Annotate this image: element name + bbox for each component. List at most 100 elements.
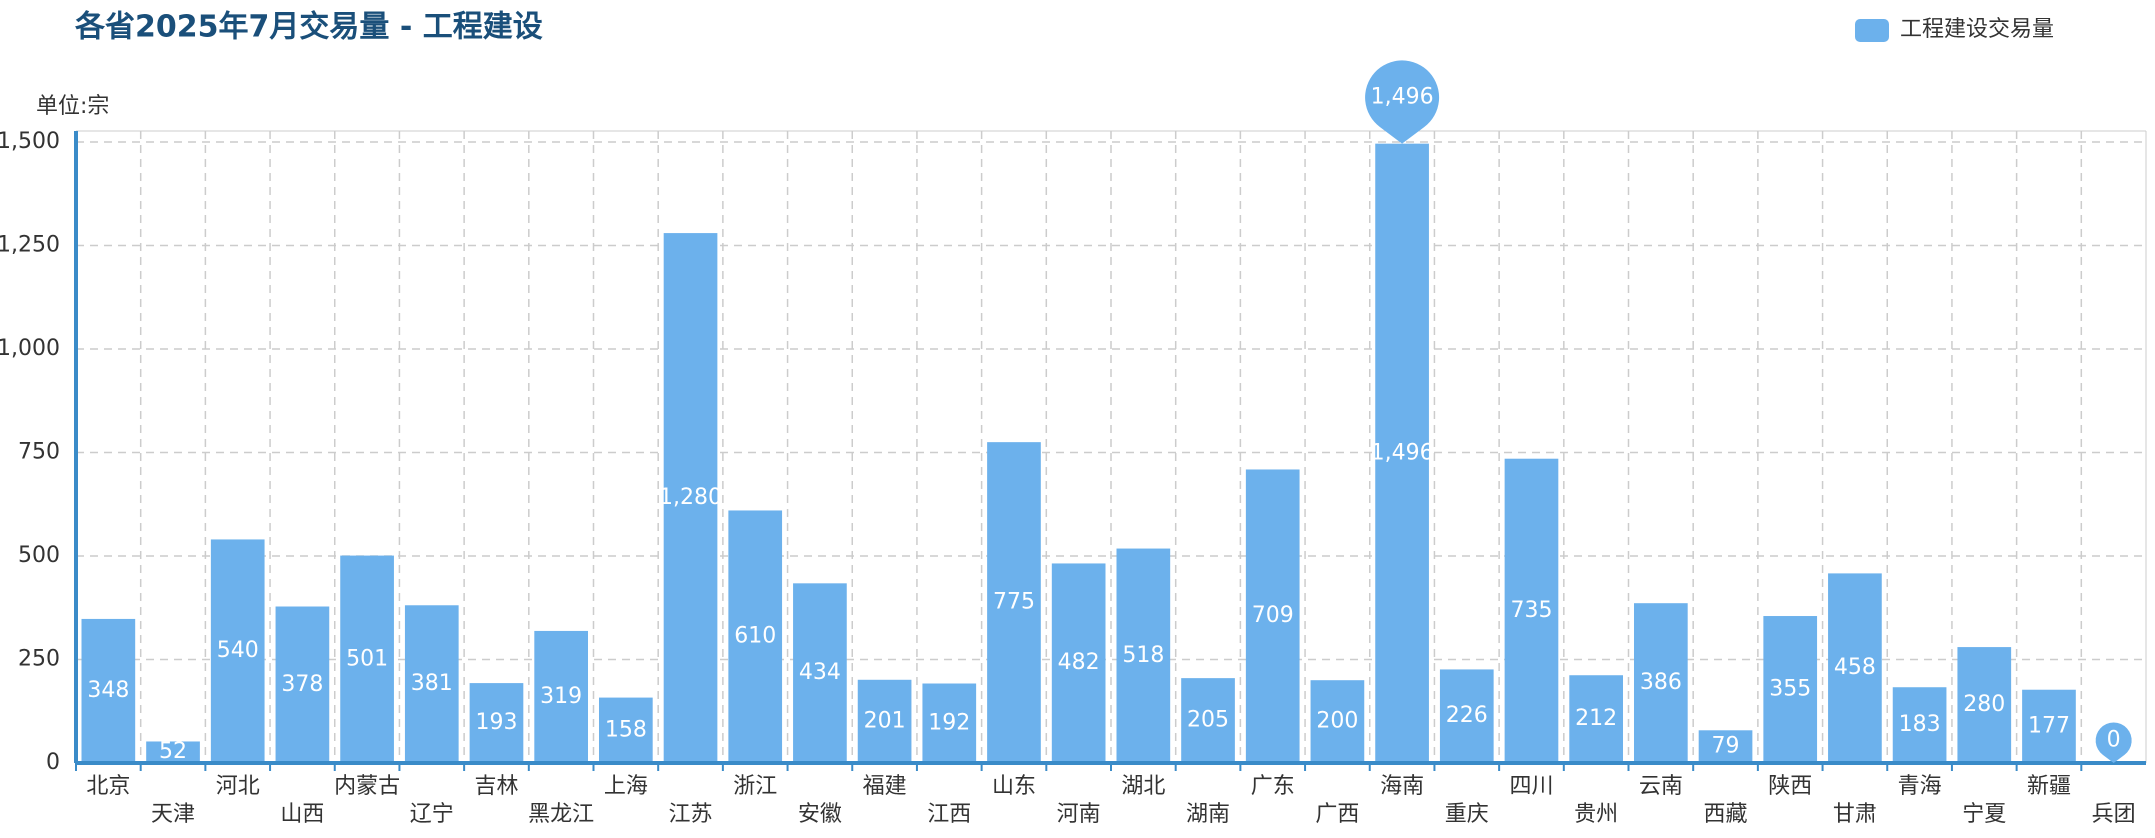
x-tick-label: 广东	[1251, 774, 1295, 799]
value-label: 709	[1252, 603, 1294, 628]
x-tick-label: 陕西	[1768, 774, 1812, 799]
bar	[987, 442, 1041, 763]
bar	[1310, 680, 1365, 763]
y-tick-label: 1,250	[0, 233, 60, 258]
bar	[210, 539, 265, 763]
bar	[857, 679, 912, 763]
value-label: 158	[605, 717, 647, 742]
y-tick-label: 0	[46, 750, 60, 775]
value-label: 201	[864, 708, 906, 733]
value-label: 434	[799, 660, 841, 685]
x-tick-label: 浙江	[733, 774, 777, 799]
x-tick-label: 兵团	[2092, 802, 2136, 827]
x-tick-label: 吉林	[474, 774, 518, 799]
x-tick-label: 江西	[927, 802, 971, 827]
x-tick-label: 内蒙古	[334, 774, 400, 799]
value-label: 192	[928, 710, 970, 735]
bar	[1181, 678, 1235, 763]
value-label: 205	[1187, 708, 1229, 733]
bar	[1051, 563, 1106, 763]
bar	[1439, 669, 1494, 763]
bar	[1375, 143, 1429, 763]
x-tick-label: 辽宁	[410, 802, 454, 827]
x-tick-label: 青海	[1898, 774, 1942, 799]
bar	[1828, 573, 1882, 763]
x-tick-label: 河南	[1057, 802, 1101, 827]
value-label: 79	[1712, 734, 1740, 759]
x-tick-label: 山东	[992, 774, 1036, 799]
value-label: 381	[411, 671, 453, 696]
value-label: 183	[1899, 712, 1941, 737]
mark-pin	[2095, 722, 2132, 763]
bar	[1569, 675, 1624, 763]
bar	[663, 233, 718, 763]
x-tick-label: 天津	[151, 802, 195, 827]
x-tick-label: 北京	[86, 774, 130, 799]
x-tick-label: 江苏	[669, 802, 713, 827]
bar	[728, 510, 783, 763]
value-label: 226	[1446, 703, 1488, 728]
bar	[1698, 730, 1753, 763]
bar	[81, 618, 136, 763]
bar	[1245, 469, 1300, 763]
value-label: 518	[1122, 643, 1164, 668]
bar	[1116, 548, 1171, 763]
value-label: 200	[1316, 709, 1358, 734]
bar	[534, 630, 589, 763]
value-label: 52	[159, 739, 187, 764]
x-tick-label: 山西	[280, 802, 324, 827]
value-label: 386	[1640, 670, 1682, 695]
bar	[404, 605, 459, 763]
value-label: 501	[346, 646, 388, 671]
mark-pin	[1365, 60, 1440, 144]
value-label: 319	[540, 684, 582, 709]
x-tick-label: 福建	[863, 774, 907, 799]
y-tick-label: 1,500	[0, 129, 60, 154]
value-label: 177	[2028, 713, 2070, 738]
value-label: 1,280	[659, 485, 722, 510]
x-tick-label: 云南	[1639, 774, 1683, 799]
bar	[793, 583, 847, 763]
bar	[1892, 687, 1947, 763]
bar	[1504, 458, 1559, 763]
mark-label: 1,496	[1371, 84, 1434, 109]
bar	[598, 697, 653, 763]
y-tick-label: 750	[18, 440, 60, 465]
x-tick-label: 重庆	[1445, 802, 1489, 827]
x-tick-label: 湖南	[1186, 802, 1230, 827]
x-tick-label: 贵州	[1574, 802, 1618, 827]
x-tick-label: 西藏	[1704, 802, 1748, 827]
value-label: 775	[993, 590, 1035, 615]
value-label: 482	[1058, 650, 1100, 675]
value-label: 735	[1510, 598, 1552, 623]
y-tick-label: 1,000	[0, 336, 60, 361]
x-tick-label: 黑龙江	[528, 802, 594, 827]
bar	[2022, 689, 2076, 763]
x-tick-label: 湖北	[1121, 774, 1165, 799]
x-tick-label: 河北	[216, 774, 260, 799]
value-label: 280	[1963, 692, 2005, 717]
value-label: 1,496	[1371, 440, 1434, 465]
bar	[275, 606, 330, 763]
x-tick-label: 海南	[1380, 774, 1424, 799]
bar	[1633, 603, 1688, 763]
chart-title: 各省2025年7月交易量 - 工程建设	[74, 10, 543, 45]
legend-label: 工程建设交易量	[1900, 17, 2054, 42]
mark-label: 0	[2107, 728, 2121, 753]
bar	[922, 683, 977, 763]
x-tick-label: 宁夏	[1962, 802, 2006, 827]
x-tick-label: 甘肃	[1833, 802, 1877, 827]
bar	[340, 555, 394, 763]
y-axis-label: 单位:宗	[36, 94, 109, 119]
bar	[1763, 616, 1818, 763]
value-label: 610	[734, 624, 776, 649]
x-tick-label: 安徽	[798, 802, 842, 827]
bar	[469, 683, 524, 763]
value-label: 540	[217, 638, 259, 663]
legend-swatch	[1855, 19, 1889, 42]
value-label: 193	[475, 710, 517, 735]
value-label: 348	[87, 678, 129, 703]
x-tick-label: 广西	[1315, 802, 1359, 827]
bar	[1957, 647, 2012, 763]
